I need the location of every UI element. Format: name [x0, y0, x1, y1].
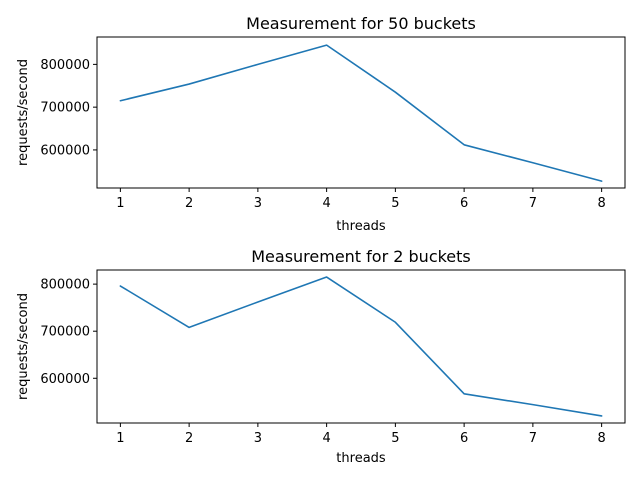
x-tick-label: 5 [391, 196, 399, 211]
series-line [120, 45, 601, 181]
x-tick-label: 4 [322, 196, 330, 211]
x-tick-label: 3 [254, 431, 262, 446]
chart-title: Measurement for 50 buckets [246, 14, 476, 33]
x-tick-label: 2 [185, 196, 193, 211]
x-tick-label: 6 [460, 196, 468, 211]
y-tick-label: 700000 [40, 325, 90, 340]
y-tick-label: 800000 [40, 58, 90, 73]
plot-frame [97, 270, 625, 423]
x-tick-label: 1 [116, 196, 124, 211]
subplot-2-buckets: Measurement for 2 buckets 1 2 3 4 5 6 7 8 600000… [16, 247, 625, 466]
y-tick-label: 600000 [40, 372, 90, 387]
x-tick-label: 2 [185, 431, 193, 446]
x-tick-label: 8 [597, 431, 605, 446]
axis-ticks: 1 2 3 4 5 6 7 8 600000 700000 800000 [40, 278, 605, 446]
chart-title: Measurement for 2 buckets [251, 247, 471, 266]
subplot-50-buckets: Measurement for 50 buckets 1 2 3 4 5 6 7 8 60000… [16, 14, 625, 234]
plot-frame [97, 37, 625, 188]
x-tick-label: 6 [460, 431, 468, 446]
y-axis-label: requests/second [16, 59, 31, 166]
x-tick-label: 7 [529, 431, 537, 446]
x-axis-label: threads [336, 451, 386, 466]
x-tick-label: 8 [597, 196, 605, 211]
series-line [120, 277, 601, 416]
y-tick-label: 700000 [40, 101, 90, 116]
x-axis-label: threads [336, 219, 386, 234]
x-tick-label: 1 [116, 431, 124, 446]
y-tick-label: 600000 [40, 143, 90, 158]
x-tick-label: 4 [322, 431, 330, 446]
y-tick-label: 800000 [40, 278, 90, 293]
y-axis-label: requests/second [16, 293, 31, 400]
x-tick-label: 3 [254, 196, 262, 211]
x-tick-label: 5 [391, 431, 399, 446]
x-tick-label: 7 [529, 196, 537, 211]
